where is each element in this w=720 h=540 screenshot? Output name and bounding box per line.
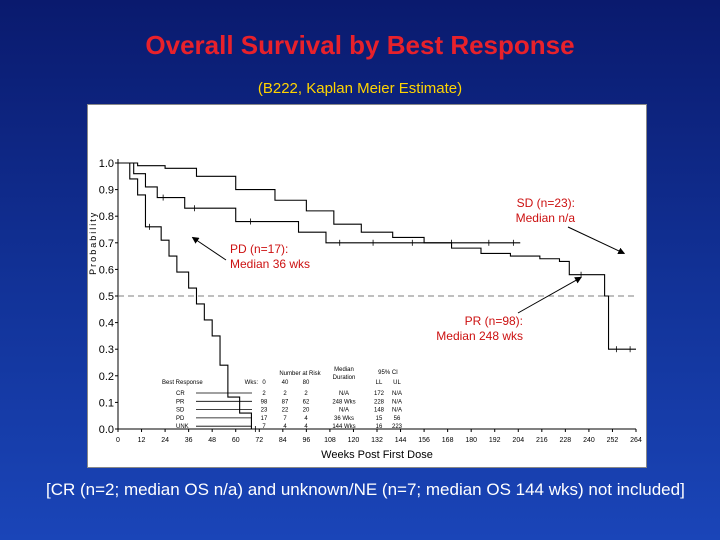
slide-title: Overall Survival by Best Response (145, 30, 575, 60)
y-tick-label: 0.1 (99, 397, 114, 409)
risk-row-count-cr: 2 (283, 391, 287, 397)
risk-row-label-pd: PD (176, 416, 185, 422)
risk-row-median-pd: 36 Wks (334, 416, 354, 422)
risk-row-count-pr: 98 (261, 399, 268, 405)
risk-row-count-pr: 87 (282, 399, 289, 405)
annotation-pr-arrow (517, 276, 582, 314)
y-tick-label: 0.0 (99, 424, 114, 436)
y-tick-label: 0.7 (99, 238, 114, 250)
risk-row-count-pr: 62 (303, 399, 310, 405)
slide-subtitle: (B222, Kaplan Meier Estimate) (257, 80, 463, 97)
risk-table-timepoint: 80 (303, 380, 310, 386)
risk-row-count-pd: 7 (283, 416, 287, 422)
risk-table-median-label-2: Duration (333, 375, 356, 381)
risk-row-ul-sd: N/A (392, 408, 402, 414)
annotation-sd-line-1: SD (n=23): (517, 196, 575, 210)
y-tick-label: 1.0 (99, 158, 114, 170)
y-tick-label: 0.6 (99, 264, 114, 276)
x-tick-label: 132 (371, 437, 383, 444)
x-tick-label: 168 (442, 437, 454, 444)
risk-table-ci-ul-label: UL (393, 380, 401, 386)
x-axis-label: Weeks Post First Dose (321, 449, 433, 461)
risk-table-wks-label: Wks: (245, 380, 259, 386)
x-tick-label: 228 (560, 437, 572, 444)
y-tick-label: 0.2 (99, 371, 114, 383)
risk-table-timepoint: 0 (262, 380, 266, 386)
x-tick-label: 108 (324, 437, 336, 444)
x-tick-label: 216 (536, 437, 548, 444)
risk-row-median-sd: N/A (339, 408, 349, 414)
chart-panel: 0.0 0.1 0.2 0.3 0.4 0.5 0.6 0.7 0.8 0.9 1.0 0 12 24 36… (87, 104, 647, 468)
footnote: [CR (n=2; median OS n/a) and unknown/NE … (46, 480, 685, 499)
risk-row-ul-pr: N/A (392, 399, 402, 405)
risk-row-count-pd: 4 (304, 416, 308, 422)
risk-table-number-at-risk-label: Number at Risk (279, 371, 321, 377)
risk-table-best-response-label: Best Response (162, 380, 203, 386)
risk-row-count-pd: 17 (261, 416, 268, 422)
x-tick-label: 240 (583, 437, 595, 444)
x-tick-label: 264 (630, 437, 642, 444)
annotation-pd-arrow (191, 236, 227, 261)
risk-row-count-cr: 2 (262, 391, 266, 397)
x-tick-label: 0 (116, 437, 120, 444)
y-axis-label: Probability (88, 211, 98, 275)
risk-row-ll-unk: 16 (376, 424, 383, 430)
x-tick-label: 252 (607, 437, 619, 444)
risk-row-median-unk: 144 Wks (332, 424, 355, 430)
x-tick-label: 36 (185, 437, 193, 444)
annotation-sd-arrow (567, 226, 626, 255)
x-tick-label: 156 (418, 437, 430, 444)
risk-row-ul-pd: 56 (394, 416, 401, 422)
risk-row-count-sd: 20 (303, 408, 310, 414)
risk-row-label-cr: CR (176, 391, 185, 397)
risk-row-median-pr: 248 Wks (332, 399, 355, 405)
annotation-pd-line-1: PD (n=17): (230, 242, 288, 256)
risk-row-count-sd: 23 (261, 408, 268, 414)
risk-row-ul-unk: 223 (392, 424, 403, 430)
y-tick-label: 0.5 (99, 291, 114, 303)
km-curve-sd (118, 162, 521, 244)
x-tick-label: 72 (255, 437, 263, 444)
risk-table-median-label-1: Median (334, 367, 354, 373)
risk-row-label-pr: PR (176, 399, 185, 405)
x-tick-label: 144 (395, 437, 407, 444)
risk-row-ll-cr: 172 (374, 391, 385, 397)
x-tick-label: 192 (489, 437, 501, 444)
annotation-pr-line-2: Median 248 wks (436, 329, 523, 343)
y-tick-label: 0.3 (99, 344, 114, 356)
risk-row-count-unk: 7 (262, 424, 266, 430)
km-curve-pr (118, 162, 636, 350)
x-tick-label: 120 (348, 437, 360, 444)
annotation-pd-line-2: Median 36 wks (230, 257, 310, 271)
risk-row-ll-pr: 228 (374, 399, 385, 405)
x-tick-label: 48 (208, 437, 216, 444)
risk-table-ci-ll-label: LL (376, 380, 383, 386)
annotation-pr-line-1: PR (n=98): (465, 314, 523, 328)
risk-row-count-cr: 2 (304, 391, 308, 397)
risk-row-count-unk: 4 (283, 424, 287, 430)
risk-row-ll-sd: 148 (374, 408, 385, 414)
risk-table-timepoint: 40 (282, 380, 289, 386)
risk-row-ll-pd: 15 (376, 416, 383, 422)
risk-row-median-cr: N/A (339, 391, 349, 397)
annotation-sd-line-2: Median n/a (516, 211, 576, 225)
x-tick-label: 12 (138, 437, 146, 444)
y-tick-label: 0.8 (99, 211, 114, 223)
x-tick-label: 60 (232, 437, 240, 444)
x-tick-label: 84 (279, 437, 287, 444)
y-tick-label: 0.4 (99, 318, 114, 330)
risk-row-label-unk: UNK (176, 424, 189, 430)
x-tick-label: 180 (465, 437, 477, 444)
risk-row-label-sd: SD (176, 408, 185, 414)
risk-row-ul-cr: N/A (392, 391, 402, 397)
km-chart: 0.00.10.20.30.40.50.60.70.80.91.00 12 24 36… (88, 158, 642, 461)
risk-row-count-unk: 4 (304, 424, 308, 430)
risk-row-count-sd: 22 (282, 408, 289, 414)
x-tick-label: 24 (161, 437, 169, 444)
x-tick-label: 96 (302, 437, 310, 444)
risk-table-ci-label: 95% CI (378, 370, 398, 376)
km-curve-pd (118, 162, 260, 430)
x-tick-label: 204 (512, 437, 524, 444)
y-tick-label: 0.9 (99, 185, 114, 197)
